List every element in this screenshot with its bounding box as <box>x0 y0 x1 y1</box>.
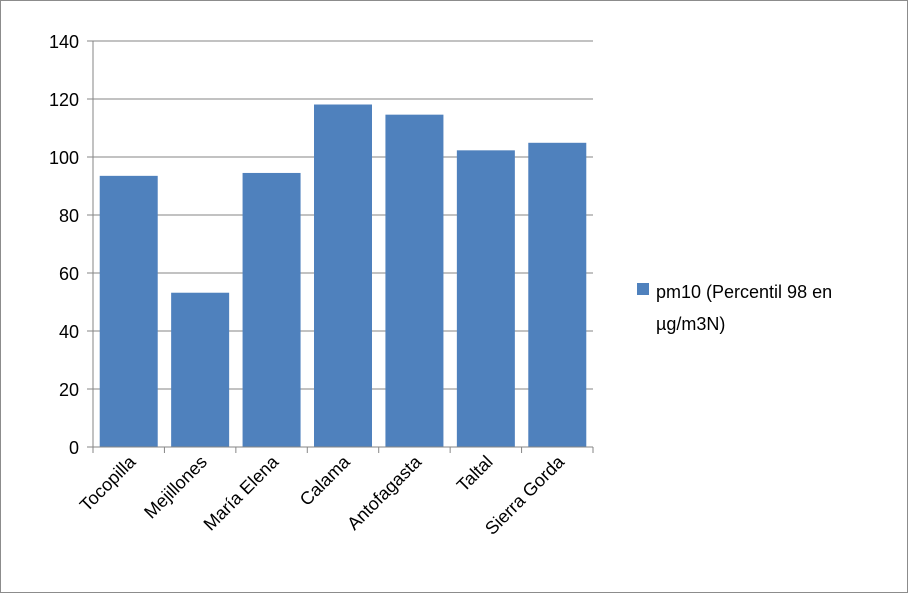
y-tick-label: 120 <box>49 90 79 110</box>
x-tick-label: Calama <box>296 451 355 510</box>
y-tick-label: 40 <box>59 322 79 342</box>
x-tick-label: Tocopilla <box>76 451 140 515</box>
bar-calama <box>314 104 372 447</box>
bar-sierra-gorda <box>528 142 587 448</box>
bars <box>99 104 587 448</box>
y-tick-label: 140 <box>49 32 79 52</box>
y-tick-label: 60 <box>59 264 79 284</box>
x-tick-label: Taltal <box>453 452 497 496</box>
legend-label-line-1: pm10 (Percentil 98 en <box>656 282 832 302</box>
x-tick-label: Mejillones <box>140 452 211 523</box>
bar-tocopilla <box>99 175 158 447</box>
y-tick-labels: 0 20 40 60 80 100 120 140 <box>49 32 79 458</box>
y-tick-label: 20 <box>59 380 79 400</box>
y-tick-label: 0 <box>69 438 79 458</box>
bar-mar-a-elena <box>242 172 301 447</box>
x-tick-label: Antofagasta <box>343 451 426 534</box>
axes <box>92 41 594 453</box>
legend-label-line-2: µg/m3N) <box>656 314 725 334</box>
legend: pm10 (Percentil 98 en µg/m3N) <box>637 282 832 334</box>
bar-antofagasta <box>385 114 444 447</box>
bar-mejillones <box>171 292 230 447</box>
bar-taltal <box>456 150 515 447</box>
legend-swatch <box>637 283 649 295</box>
x-tick-label: María Elena <box>200 451 283 534</box>
y-tick-label: 80 <box>59 206 79 226</box>
y-tick-label: 100 <box>49 148 79 168</box>
